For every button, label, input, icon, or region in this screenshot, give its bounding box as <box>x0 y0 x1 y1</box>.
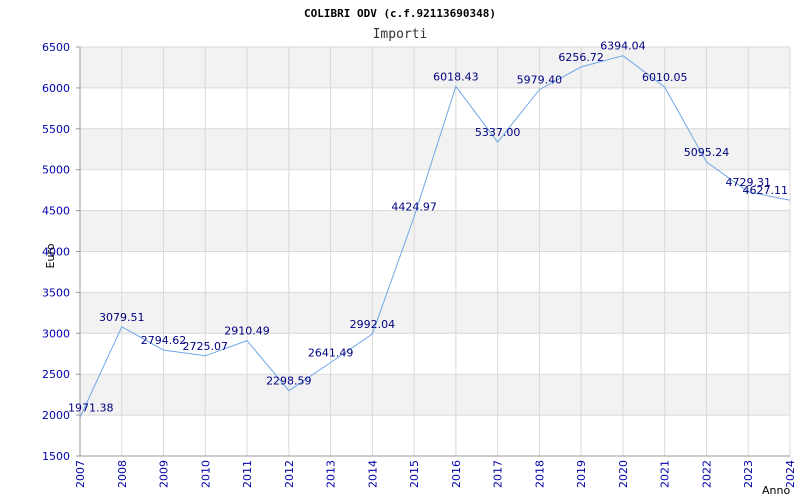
chart-title: COLIBRI ODV (c.f.92113690348) <box>304 7 496 20</box>
data-label: 6010.05 <box>642 71 688 84</box>
x-tick-label: 2011 <box>241 460 254 488</box>
background-band <box>80 128 790 170</box>
data-label: 4424.97 <box>391 201 437 214</box>
x-tick-label: 2015 <box>408 460 421 488</box>
series-line <box>79 55 791 418</box>
data-label: 6256.72 <box>558 51 604 64</box>
y-tick-label: 4000 <box>42 246 70 259</box>
data-label: 6394.04 <box>600 40 646 53</box>
x-tick-label: 2017 <box>492 460 505 488</box>
background-band <box>80 210 790 252</box>
data-label: 6018.43 <box>433 70 479 83</box>
y-tick-label: 6500 <box>42 41 70 54</box>
x-tick-label: 2010 <box>199 460 212 488</box>
data-label: 3079.51 <box>99 311 145 324</box>
background-band <box>80 374 790 416</box>
axes <box>76 46 790 457</box>
x-tick-label: 2012 <box>283 460 296 488</box>
x-axis-label: Anno <box>762 484 790 497</box>
data-label: 2910.49 <box>224 325 270 338</box>
background-band <box>80 292 790 334</box>
y-tick-label: 3500 <box>42 286 70 299</box>
data-label: 2992.04 <box>350 318 396 331</box>
x-tick-label: 2013 <box>325 460 338 488</box>
x-tick-label: 2019 <box>575 460 588 488</box>
y-tick-label: 2500 <box>42 368 70 381</box>
x-tick-label: 2008 <box>116 460 129 488</box>
x-tick-label: 2024 <box>784 460 797 488</box>
x-tick-label: 2014 <box>366 460 379 488</box>
y-tick-label: 1500 <box>42 450 70 463</box>
x-tick-labels: 2007 2008 2009 2010 2011 2012 2013 2014 2015 2016… <box>74 460 797 488</box>
x-tick-label: 2018 <box>533 460 546 488</box>
x-tick-label: 2021 <box>659 460 672 488</box>
data-label: 2298.59 <box>266 375 312 388</box>
x-tick-label: 2009 <box>158 460 171 488</box>
data-label: 1971.38 <box>68 401 114 414</box>
data-label: 2641.49 <box>308 347 354 360</box>
data-label: 5979.40 <box>517 74 563 87</box>
y-tick-label: 5500 <box>42 123 70 136</box>
data-label: 2725.07 <box>183 340 229 353</box>
y-tick-label: 5000 <box>42 164 70 177</box>
x-tick-label: 2022 <box>700 460 713 488</box>
y-tick-label: 6000 <box>42 82 70 95</box>
background-band <box>80 47 790 88</box>
data-label: 2794.62 <box>141 334 187 347</box>
y-tick-label: 2000 <box>42 409 70 422</box>
chart-subtitle: Importi <box>373 27 428 42</box>
x-tick-label: 2020 <box>617 460 630 488</box>
data-label: 5337.00 <box>475 126 521 139</box>
data-label: 4627.11 <box>743 184 789 197</box>
data-label: 5095.24 <box>684 146 730 159</box>
y-tick-label: 3000 <box>42 327 70 340</box>
data-series <box>79 55 791 418</box>
y-tick-label: 4500 <box>42 205 70 218</box>
plot-background-bands <box>80 47 790 416</box>
data-label: 4729.31 <box>725 176 771 189</box>
y-axis-label: Euro <box>44 243 57 268</box>
x-tick-label: 2016 <box>450 460 463 488</box>
y-tick-labels: 1500 2000 2500 3000 3500 4000 4500 5000 5500 6000… <box>42 41 70 463</box>
x-tick-label: 2007 <box>74 460 87 488</box>
x-tick-label: 2023 <box>742 460 755 488</box>
